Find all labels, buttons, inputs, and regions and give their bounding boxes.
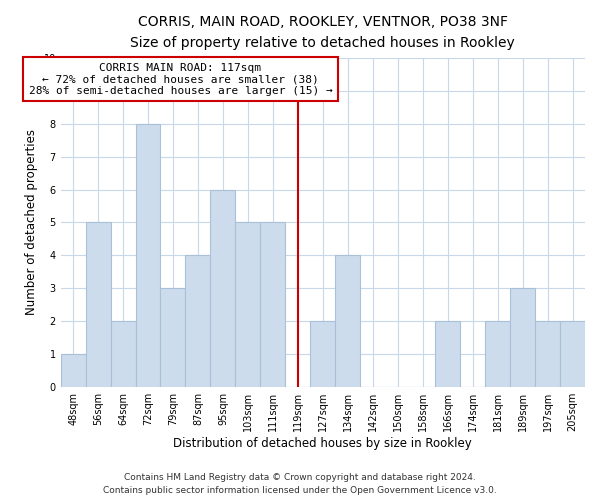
Bar xyxy=(435,322,460,387)
Bar xyxy=(310,322,335,387)
Bar xyxy=(485,322,510,387)
Title: CORRIS, MAIN ROAD, ROOKLEY, VENTNOR, PO38 3NF
Size of property relative to detac: CORRIS, MAIN ROAD, ROOKLEY, VENTNOR, PO3… xyxy=(130,15,515,50)
Bar xyxy=(235,222,260,387)
Bar xyxy=(110,322,136,387)
Bar xyxy=(160,288,185,387)
Text: CORRIS MAIN ROAD: 117sqm
← 72% of detached houses are smaller (38)
28% of semi-d: CORRIS MAIN ROAD: 117sqm ← 72% of detach… xyxy=(29,62,332,96)
Y-axis label: Number of detached properties: Number of detached properties xyxy=(25,130,38,316)
Bar xyxy=(335,256,360,387)
Bar xyxy=(61,354,86,387)
Bar xyxy=(211,190,235,387)
Bar xyxy=(185,256,211,387)
Text: Contains HM Land Registry data © Crown copyright and database right 2024.
Contai: Contains HM Land Registry data © Crown c… xyxy=(103,474,497,495)
Bar xyxy=(560,322,585,387)
Bar xyxy=(260,222,286,387)
Bar xyxy=(136,124,160,387)
X-axis label: Distribution of detached houses by size in Rookley: Distribution of detached houses by size … xyxy=(173,437,472,450)
Bar xyxy=(510,288,535,387)
Bar xyxy=(535,322,560,387)
Bar xyxy=(86,222,110,387)
